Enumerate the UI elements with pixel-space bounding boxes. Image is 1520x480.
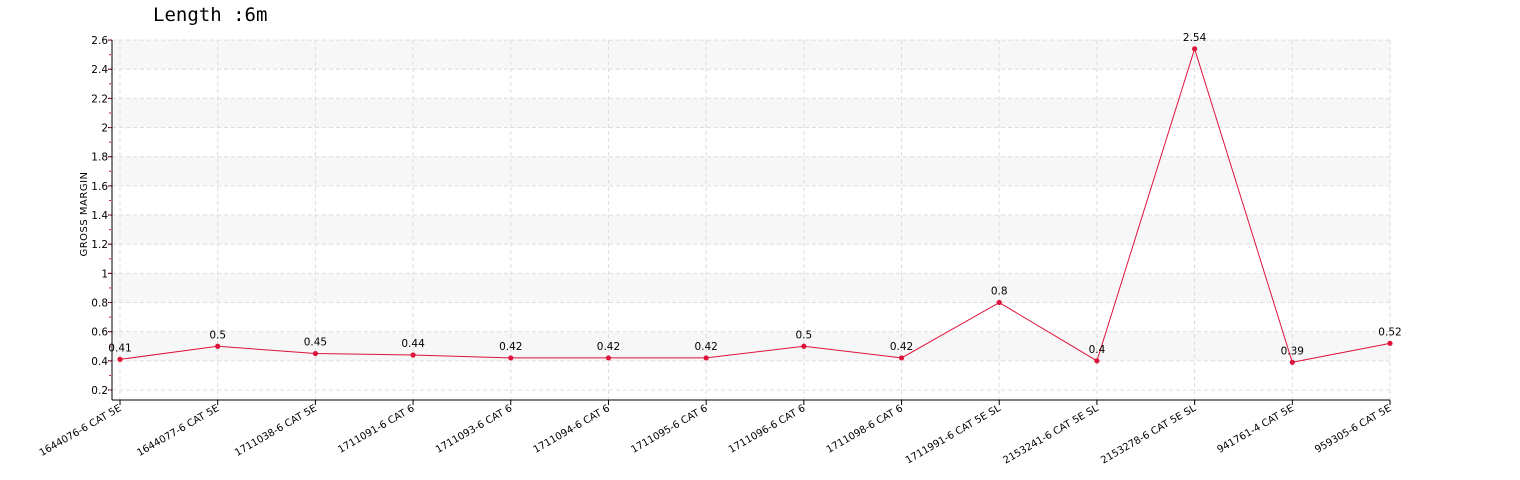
background-band (112, 215, 1390, 245)
x-tick-label: 1711098-6 CAT 6 (825, 403, 905, 456)
x-tick-label: 941761-4 CAT 5E (1216, 403, 1296, 456)
data-label: 0.8 (991, 286, 1008, 298)
x-tick-label: 959305-6 CAT 5E (1313, 403, 1393, 456)
data-label: 0.42 (499, 341, 522, 353)
x-tick-label: 1711093-6 CAT 6 (434, 403, 514, 456)
x-ticks: 1644076-6 CAT 5E 1644077-6 CAT 5E 1711038-… (38, 400, 1394, 467)
y-tick-label: 1 (101, 268, 108, 280)
y-tick-label: 1.6 (91, 181, 108, 193)
data-label: 0.42 (597, 341, 620, 353)
data-labels: 0.41 0.5 0.45 0.44 0.42 0.42 0.42 0.5 0.42 0.8 0.4… (108, 32, 1401, 357)
y-tick-label: 0.2 (91, 385, 108, 397)
grid-lines (112, 39, 1391, 400)
background-band (112, 40, 1390, 70)
data-label: 0.45 (304, 337, 327, 349)
data-label: 0.5 (795, 329, 812, 341)
data-point (898, 355, 905, 361)
chart-title: Length :6m (153, 4, 267, 26)
x-tick-label: 1644076-6 CAT 5E (38, 403, 124, 459)
background-band (112, 98, 1390, 128)
y-axis-label: GROSS MARGIN (79, 171, 90, 256)
x-tick-label: 1711095-6 CAT 6 (629, 403, 709, 456)
x-tick-label: 1711091-6 CAT 6 (336, 403, 416, 456)
y-tick-label: 1.4 (91, 210, 108, 222)
series-line (119, 47, 1391, 363)
data-point (1387, 340, 1393, 346)
x-tick-label: 2153241-6 CAT 5E SL (1002, 403, 1101, 467)
x-tick-label: 2153278-6 CAT 5E SL (1099, 403, 1198, 467)
y-tick-label: 0.4 (91, 356, 108, 368)
y-tick-label: 1.8 (91, 152, 108, 164)
y-tick-label: 0.6 (91, 327, 108, 339)
data-point (996, 299, 1002, 306)
x-tick-label: 1711096-6 CAT 6 (727, 403, 807, 456)
data-label: 0.42 (694, 341, 717, 353)
x-tick-label: 1711094-6 CAT 6 (532, 403, 612, 456)
y-tick-label: 2.4 (91, 64, 108, 76)
data-point (215, 343, 221, 349)
y-tick-label: 1.2 (91, 239, 108, 251)
background-bands (112, 40, 1390, 361)
data-label: 0.52 (1378, 326, 1401, 338)
data-label: 0.41 (108, 342, 131, 354)
axes (111, 40, 1390, 401)
data-point (605, 355, 612, 361)
x-tick-label: 1711991-6 CAT 5E SL (904, 403, 1003, 467)
data-label: 0.42 (890, 341, 913, 353)
data-label: 2.54 (1183, 32, 1207, 44)
background-band (112, 156, 1390, 186)
data-point (1289, 359, 1295, 365)
data-point (117, 356, 123, 362)
data-point (1192, 46, 1198, 52)
y-tick-label: 2.2 (91, 93, 108, 105)
y-tick-label: 0.8 (91, 298, 108, 310)
data-label: 0.4 (1089, 344, 1106, 356)
x-tick-label: 1644077-6 CAT 5E (135, 403, 221, 459)
y-tick-label: 2.6 (91, 35, 108, 47)
background-band (112, 273, 1390, 303)
background-band (112, 331, 1390, 361)
data-point (410, 352, 416, 358)
series-layer (117, 46, 1393, 365)
data-label: 0.44 (401, 338, 425, 350)
data-point (703, 355, 709, 361)
data-point (312, 350, 318, 357)
data-point (508, 355, 514, 361)
data-point (801, 343, 807, 349)
data-label: 0.39 (1281, 345, 1304, 357)
data-point (1094, 358, 1100, 364)
data-label: 0.5 (209, 329, 226, 341)
x-tick-label: 1711038-6 CAT 5E (233, 403, 319, 459)
y-tick-label: 2 (101, 123, 108, 135)
y-ticks: 0.2 0.4 0.6 0.8 1 1.2 1.4 1.6 1.8 2 2.2 2.4 2.6 (91, 35, 112, 397)
